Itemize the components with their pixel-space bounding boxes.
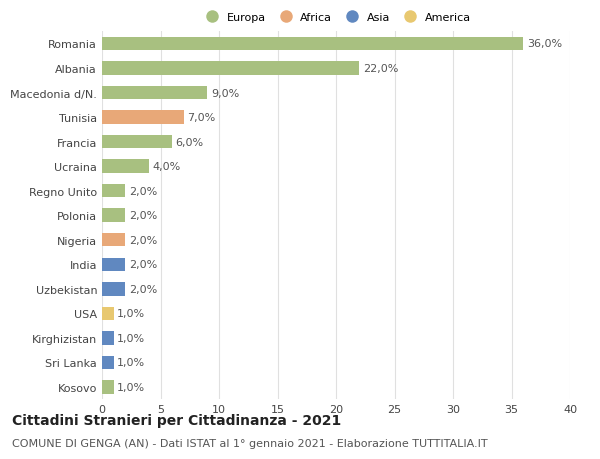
Text: 7,0%: 7,0% <box>187 113 215 123</box>
Text: Cittadini Stranieri per Cittadinanza - 2021: Cittadini Stranieri per Cittadinanza - 2… <box>12 413 341 427</box>
Bar <box>102 258 125 271</box>
Text: 1,0%: 1,0% <box>117 382 145 392</box>
Text: 1,0%: 1,0% <box>117 358 145 368</box>
Bar <box>102 160 149 174</box>
Bar <box>102 135 172 149</box>
Bar <box>102 234 125 247</box>
Text: 2,0%: 2,0% <box>129 260 157 270</box>
Text: 4,0%: 4,0% <box>152 162 181 172</box>
Text: 2,0%: 2,0% <box>129 235 157 245</box>
Text: 2,0%: 2,0% <box>129 211 157 221</box>
Text: 2,0%: 2,0% <box>129 284 157 294</box>
Bar <box>102 381 114 394</box>
Bar <box>102 87 208 100</box>
Bar <box>102 209 125 223</box>
Bar <box>102 282 125 296</box>
Text: 9,0%: 9,0% <box>211 88 239 98</box>
Text: COMUNE DI GENGA (AN) - Dati ISTAT al 1° gennaio 2021 - Elaborazione TUTTITALIA.I: COMUNE DI GENGA (AN) - Dati ISTAT al 1° … <box>12 438 488 448</box>
Text: 22,0%: 22,0% <box>363 64 398 74</box>
Text: 36,0%: 36,0% <box>527 39 562 50</box>
Text: 2,0%: 2,0% <box>129 186 157 196</box>
Text: 1,0%: 1,0% <box>117 333 145 343</box>
Legend: Europa, Africa, Asia, America: Europa, Africa, Asia, America <box>201 13 471 23</box>
Bar <box>102 111 184 124</box>
Text: 6,0%: 6,0% <box>176 137 204 147</box>
Bar <box>102 38 523 51</box>
Bar <box>102 62 359 76</box>
Bar <box>102 331 114 345</box>
Bar <box>102 185 125 198</box>
Text: 1,0%: 1,0% <box>117 308 145 319</box>
Bar <box>102 356 114 369</box>
Bar <box>102 307 114 320</box>
